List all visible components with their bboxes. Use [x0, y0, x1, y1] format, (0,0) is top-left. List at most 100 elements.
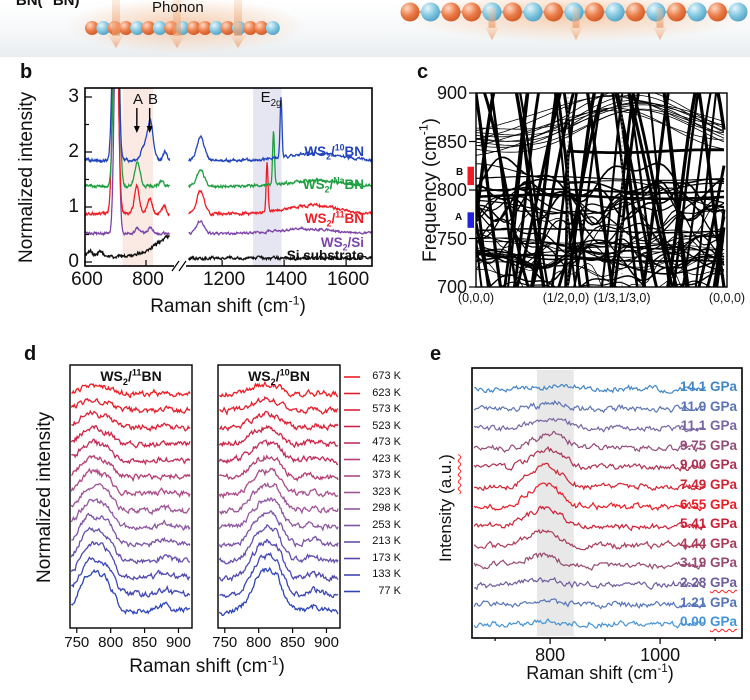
pressure-spectrum: [473, 482, 706, 512]
x-tick-label: 850: [280, 634, 306, 651]
pressure-label: 5.41 GPa: [679, 516, 737, 532]
atom-boron: [462, 2, 481, 22]
x-tick-label: 1400: [264, 269, 308, 290]
panel-c-plot: [467, 92, 728, 288]
y-tick-label: 900: [436, 83, 467, 103]
marker-b-label: B: [456, 167, 464, 178]
atom-boron: [585, 2, 604, 22]
series-label: WS2/Si: [320, 235, 364, 253]
panel-d-ylabel: Normalized intensity: [34, 411, 55, 584]
pressure-spectrum: [473, 446, 706, 472]
legend-label: 173 K: [372, 551, 401, 564]
temperature-spectrum: [71, 409, 191, 433]
pressure-spectrum: [473, 417, 706, 433]
atom-boron: [441, 2, 461, 22]
atom-boron: [220, 21, 235, 35]
legend-label: 523 K: [372, 419, 401, 432]
x-tick-label: (1/3,1/3,0): [593, 291, 651, 305]
legend-label: 473 K: [372, 436, 401, 448]
x-tick-label: 1000: [640, 645, 681, 665]
x-tick-label: (0,0,0): [708, 291, 746, 305]
pressure-spectrum: [473, 598, 706, 610]
raman-spectrum: [85, 88, 372, 217]
intensity-label-au: (a.u.): [436, 454, 455, 494]
temperature-spectrum: [218, 566, 339, 616]
y-tick-label: 0: [68, 251, 79, 272]
atom-nitrogen: [96, 21, 111, 35]
temperature-spectrum: [70, 397, 191, 415]
temperature-spectrum: [70, 482, 191, 516]
atom-boron: [400, 2, 420, 22]
panel-b-ylabel: Normalized intensity: [16, 91, 37, 263]
legend-label: 77 K: [378, 584, 401, 597]
subplot-11bn-title: WS2/11BN: [100, 367, 162, 387]
series-label: WS2/11BN: [304, 209, 364, 229]
atom-nitrogen: [523, 2, 543, 22]
y-tick-label: 3: [68, 86, 79, 107]
x-tick-label: 800: [98, 634, 124, 651]
phonon-arrow-icon: [108, 0, 124, 48]
series-label: WS2/NaBN: [302, 175, 364, 195]
pressure-spectrum: [473, 528, 706, 551]
phonon-arrow-icon: [230, 0, 246, 48]
y-tick-label: 1: [68, 196, 79, 217]
temperature-spectrum: [71, 383, 191, 399]
temperature-spectrum: [218, 424, 339, 449]
x-tick-label: 1600: [326, 269, 370, 290]
atom-nitrogen: [265, 21, 280, 35]
pressure-label: 3.19 GPa: [679, 555, 737, 571]
atom-nitrogen: [130, 21, 145, 35]
temperature-spectrum: [218, 524, 339, 565]
legend-label: 323 K: [372, 485, 401, 498]
panel-b-letter: b: [20, 61, 33, 83]
atom-nitrogen: [209, 21, 224, 35]
y-tick-label: 850: [436, 131, 467, 152]
marker-a-label: A: [455, 212, 463, 223]
temperature-spectrum: [71, 454, 191, 483]
phonon-arrow-icon: [653, 8, 667, 40]
peak-b-label: B: [147, 91, 159, 108]
pressure-spectrum: [473, 505, 706, 532]
pressure-spectrum: [474, 383, 706, 394]
panel-d-xlabel: Raman shift (cm-1): [129, 653, 285, 677]
pressure-label: 4.44 GPa: [679, 535, 737, 551]
x-tick-label: 800: [246, 634, 272, 651]
x-tick-label: 850: [132, 634, 158, 651]
panel-b-plot: [84, 87, 373, 272]
x-tick-label: (1/2,0,0): [542, 291, 590, 305]
highlight-band: [122, 88, 154, 266]
legend-label: 673 K: [372, 370, 401, 382]
phonon-illustration: [65, 0, 750, 54]
phonon-label: Phonon: [152, 0, 204, 16]
panel-e-letter: e: [430, 343, 442, 365]
temperature-spectrum: [218, 380, 339, 398]
panel-b-xlabel: Raman shift (cm-1): [150, 293, 306, 317]
pressure-spectrum: [474, 576, 706, 591]
phonon-arrow-icon: [169, 0, 185, 48]
pressure-spectrum: [473, 399, 706, 414]
temperature-spectrum: [70, 540, 191, 581]
atom-nitrogen: [687, 2, 707, 22]
atom-boron: [254, 21, 269, 35]
atom-nitrogen: [152, 21, 167, 35]
pressure-label: 7.49 GPa: [679, 477, 737, 492]
atom-boron: [186, 21, 201, 35]
series-label: WS2/10BN: [304, 142, 364, 162]
atom-nitrogen: [421, 2, 440, 22]
pressure-label: 6.55 GPa: [679, 496, 737, 512]
panel-c-letter: c: [417, 61, 429, 83]
legend-label: 133 K: [372, 568, 401, 580]
highlight-band: [536, 370, 574, 636]
x-tick-label: 900: [313, 634, 339, 651]
isotope-chain-label: 10BN(11BN): [5, 0, 80, 9]
subplot-10bn-title: WS2/10BN: [248, 367, 310, 387]
atom-boron: [503, 2, 522, 22]
x-tick-label: 1200: [202, 269, 246, 290]
atom-boron: [544, 2, 563, 22]
pressure-spectrum: [474, 462, 706, 492]
temperature-spectrum: [70, 568, 191, 615]
pressure-label: 11.9 GPa: [680, 398, 737, 414]
y-tick-label: 750: [436, 228, 467, 249]
legend-label: 423 K: [372, 452, 401, 465]
pressure-label: 14.1 GPa: [679, 379, 737, 394]
